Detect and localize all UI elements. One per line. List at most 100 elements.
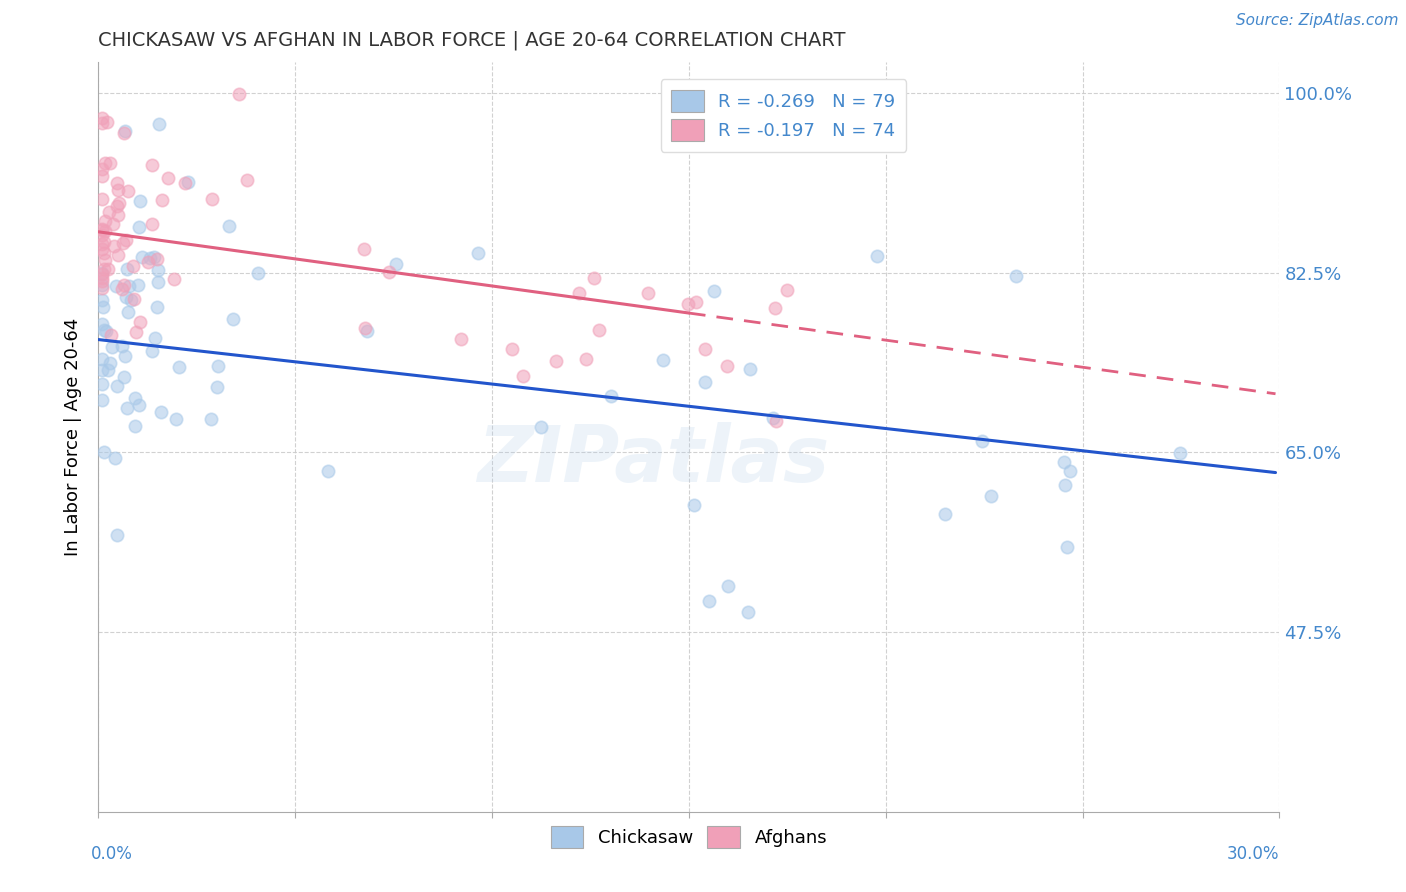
Text: ZIPatlas: ZIPatlas xyxy=(478,422,830,498)
Point xyxy=(150,193,173,207)
Point xyxy=(575,352,598,367)
Point xyxy=(697,594,720,608)
Point xyxy=(128,220,150,235)
Point xyxy=(111,236,134,251)
Point xyxy=(91,161,114,176)
Point xyxy=(112,277,135,292)
Point xyxy=(114,124,136,138)
Point xyxy=(1053,478,1076,492)
Point xyxy=(148,263,170,277)
Point xyxy=(167,359,190,374)
Point xyxy=(91,266,114,280)
Point xyxy=(115,290,138,304)
Point xyxy=(138,251,160,265)
Point xyxy=(568,286,591,301)
Point xyxy=(114,234,136,248)
Text: 30.0%: 30.0% xyxy=(1227,845,1279,863)
Point xyxy=(131,250,153,264)
Point xyxy=(117,279,139,293)
Y-axis label: In Labor Force | Age 20-64: In Labor Force | Age 20-64 xyxy=(65,318,83,557)
Point xyxy=(103,238,125,252)
Point xyxy=(114,126,136,140)
Text: Source: ZipAtlas.com: Source: ZipAtlas.com xyxy=(1236,13,1399,29)
Point xyxy=(205,379,228,393)
Point xyxy=(378,264,401,278)
Point xyxy=(146,300,169,314)
Point xyxy=(142,250,165,264)
Point xyxy=(467,246,489,260)
Point xyxy=(128,194,150,209)
Point xyxy=(94,224,117,238)
Point xyxy=(124,419,146,434)
Point xyxy=(384,257,406,271)
Point xyxy=(218,219,240,234)
Point xyxy=(91,242,114,256)
Point xyxy=(599,388,621,402)
Point xyxy=(112,370,135,384)
Point xyxy=(115,262,138,277)
Point xyxy=(141,217,163,231)
Point xyxy=(129,315,152,329)
Text: CHICKASAW VS AFGHAN IN LABOR FORCE | AGE 20-64 CORRELATION CHART: CHICKASAW VS AFGHAN IN LABOR FORCE | AGE… xyxy=(98,30,846,50)
Point xyxy=(685,295,707,310)
Point xyxy=(148,275,170,289)
Point xyxy=(96,114,118,128)
Point xyxy=(652,353,675,368)
Point xyxy=(97,363,120,377)
Point xyxy=(200,412,222,426)
Point xyxy=(762,411,785,425)
Point xyxy=(91,278,114,293)
Point xyxy=(100,328,122,343)
Legend: Chickasaw, Afghans: Chickasaw, Afghans xyxy=(544,819,834,855)
Point xyxy=(207,359,229,373)
Point xyxy=(98,356,121,370)
Point xyxy=(107,248,129,262)
Point xyxy=(716,359,738,373)
Point xyxy=(91,363,114,377)
Point xyxy=(201,192,224,206)
Point xyxy=(91,228,114,243)
Point xyxy=(740,361,762,376)
Point xyxy=(246,267,269,281)
Point xyxy=(353,242,375,256)
Point xyxy=(143,331,166,345)
Point xyxy=(91,169,114,183)
Point xyxy=(93,235,115,249)
Point xyxy=(91,222,114,236)
Point xyxy=(544,353,567,368)
Point xyxy=(91,116,114,130)
Point xyxy=(93,262,115,277)
Point xyxy=(1053,455,1076,469)
Point xyxy=(717,579,740,593)
Point xyxy=(353,321,375,335)
Point xyxy=(163,272,186,286)
Point xyxy=(117,305,139,319)
Point xyxy=(124,391,146,405)
Point xyxy=(97,262,120,277)
Text: 0.0%: 0.0% xyxy=(90,845,132,863)
Point xyxy=(141,344,163,359)
Point xyxy=(683,498,706,512)
Point xyxy=(115,401,138,416)
Point xyxy=(111,339,134,353)
Point xyxy=(765,414,787,428)
Point xyxy=(91,267,114,281)
Point xyxy=(93,444,115,458)
Point xyxy=(91,192,114,206)
Point xyxy=(1168,446,1191,460)
Point xyxy=(1005,268,1028,283)
Point xyxy=(105,278,128,293)
Point xyxy=(107,208,129,222)
Point xyxy=(637,286,659,301)
Point xyxy=(156,171,179,186)
Point xyxy=(100,156,122,170)
Point xyxy=(93,213,115,227)
Point xyxy=(318,464,340,478)
Point xyxy=(124,326,146,340)
Point xyxy=(356,324,378,338)
Point xyxy=(588,323,610,337)
Point xyxy=(141,158,163,172)
Point xyxy=(91,223,114,237)
Point xyxy=(108,196,131,211)
Point xyxy=(173,176,195,190)
